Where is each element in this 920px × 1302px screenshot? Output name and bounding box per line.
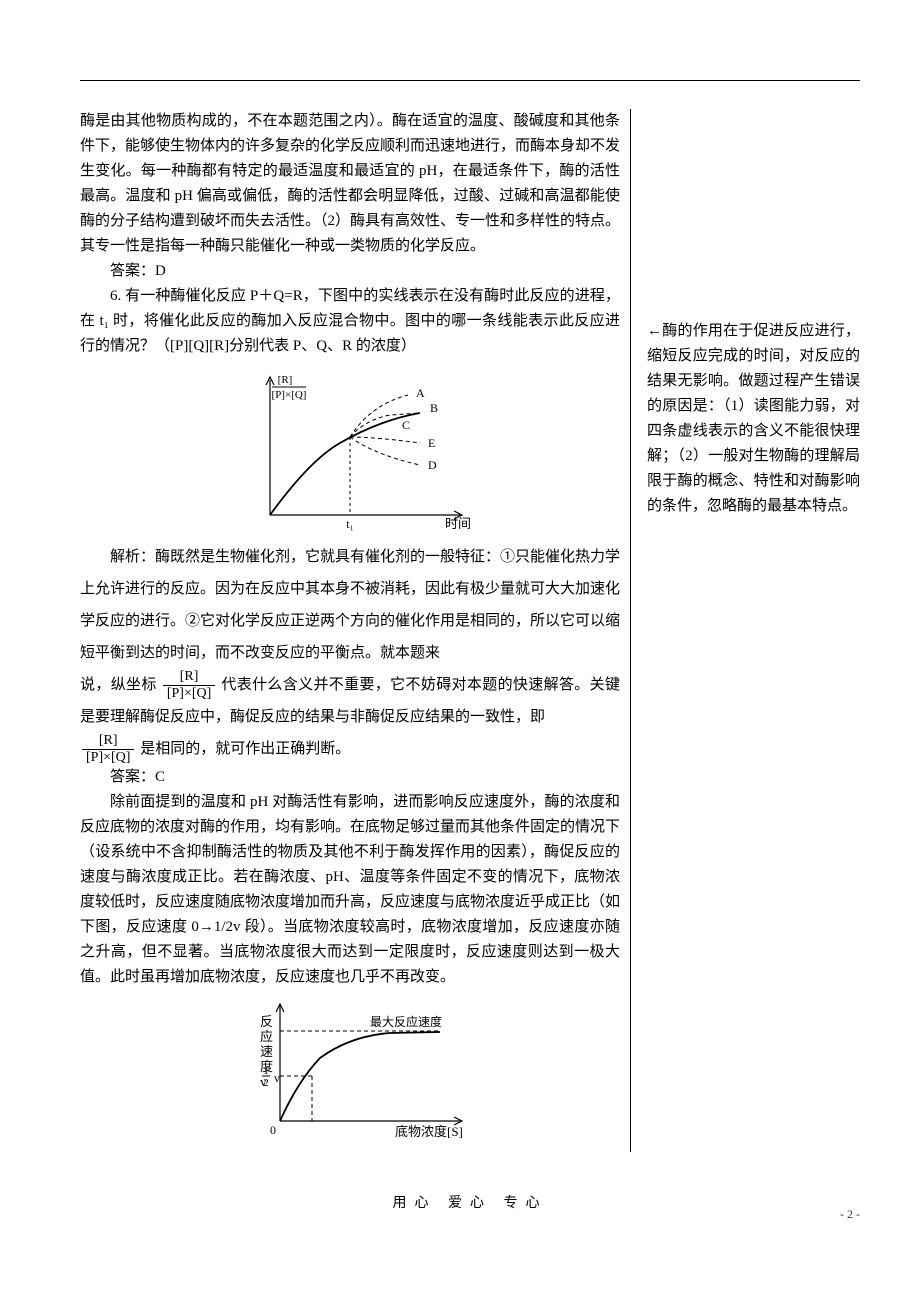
paragraph-substrate-concentration: 除前面提到的温度和 pH 对酶活性有影响，进而影响反应速度外，酶的浓度和反应底物… bbox=[80, 790, 620, 990]
fig2-halfv-num: 1 bbox=[263, 1065, 269, 1077]
side-spacer bbox=[647, 109, 860, 319]
fig2-y1: 反 bbox=[260, 1014, 273, 1029]
fig1-label-a: A bbox=[416, 386, 425, 400]
figure-substrate-velocity: 反 应 速 度 v 0 最大反应速度 1 2 v bbox=[220, 996, 480, 1146]
fig2-y2: 应 bbox=[260, 1029, 273, 1044]
side-column: ←酶的作用在于促进反应进行，缩短反应完成的时间，对反应的结果无影响。做题过程产生… bbox=[645, 109, 860, 1152]
frac-den: [P]×[Q] bbox=[163, 686, 215, 701]
frac-num-2: [R] bbox=[82, 734, 134, 750]
figure-enzyme-curves: [R] [P]×[Q] t₁ A B C E bbox=[220, 365, 480, 535]
frac-den-2: [P]×[Q] bbox=[82, 750, 134, 765]
paragraph-enzyme-properties: 酶是由其他物质构成的，不在本题范围之内）。酶在适宜的温度、酸碱度和其他条件下，能… bbox=[80, 109, 620, 259]
answer-6: 答案：C bbox=[80, 765, 620, 790]
footer-motto: 用心 爱心 专心 bbox=[80, 1192, 860, 1212]
page-number: - 2 - bbox=[840, 1207, 860, 1222]
fig1-xlabel: 时间 bbox=[445, 516, 471, 531]
fig1-label-d: D bbox=[428, 458, 437, 472]
fig1-t1: t₁ bbox=[346, 517, 354, 531]
q6-explain-2a: 说，纵坐标 bbox=[80, 677, 161, 693]
top-rule bbox=[80, 80, 860, 81]
fig2-max-label: 最大反应速度 bbox=[370, 1014, 442, 1029]
fig1-label-b: B bbox=[430, 401, 438, 415]
q6-explain-2: 说，纵坐标 [R] [P]×[Q] 代表什么含义并不重要，它不妨碍对本题的快速解… bbox=[80, 669, 620, 733]
fraction-rpq-2: [R] [P]×[Q] bbox=[82, 734, 134, 765]
fig2-halfv-den: 2 bbox=[263, 1077, 269, 1089]
q6-explain-2b: 代表什么含义并不重要，它不妨碍对本题的快速解答。关键是要理解酶促反应中，酶促反应… bbox=[80, 677, 620, 725]
fig1-ylabel-den: [P]×[Q] bbox=[272, 389, 307, 401]
fig2-halfv-v: v bbox=[274, 1071, 280, 1085]
fig1-ylabel-num: [R] bbox=[278, 374, 293, 386]
frac-num: [R] bbox=[163, 670, 215, 686]
side-note-q6: ←酶的作用在于促进反应进行，缩短反应完成的时间，对反应的结果无影响。做题过程产生… bbox=[647, 319, 860, 519]
fraction-rpq-1: [R] [P]×[Q] bbox=[163, 670, 215, 701]
fig2-xlabel: 底物浓度[S] bbox=[395, 1124, 463, 1139]
answer-5: 答案：D bbox=[80, 259, 620, 284]
question-6-stem: 6. 有一种酶催化反应 P＋Q=R，下图中的实线表示在没有酶时此反应的进程，在 … bbox=[80, 284, 620, 359]
q6-explain-1: 解析：酶既然是生物催化剂，它就具有催化剂的一般特征：①只能催化热力学上允许进行的… bbox=[80, 541, 620, 669]
main-column: 酶是由其他物质构成的，不在本题范围之内）。酶在适宜的温度、酸碱度和其他条件下，能… bbox=[80, 109, 631, 1152]
two-column-layout: 酶是由其他物质构成的，不在本题范围之内）。酶在适宜的温度、酸碱度和其他条件下，能… bbox=[80, 109, 860, 1152]
fig1-label-e: E bbox=[428, 436, 435, 450]
fig2-origin: 0 bbox=[270, 1123, 276, 1137]
fig1-label-c: C bbox=[402, 418, 410, 432]
q6-explain-3: [R] [P]×[Q] 是相同的，就可作出正确判断。 bbox=[80, 733, 620, 765]
fig2-y3: 速 bbox=[260, 1044, 273, 1059]
q6-explain-3-text: 是相同的，就可作出正确判断。 bbox=[140, 741, 350, 757]
